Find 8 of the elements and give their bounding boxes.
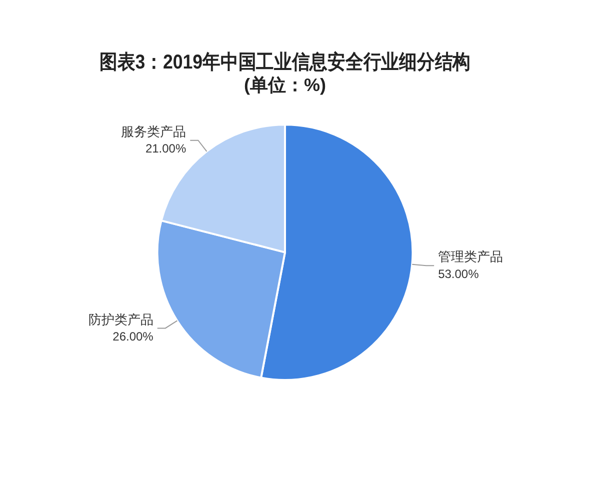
- data-label: 53.00%: [438, 266, 480, 281]
- slice-label: 防护类产品: [88, 312, 154, 327]
- data-label: 21.00%: [145, 142, 186, 156]
- slice-label: 管理类产品: [438, 249, 504, 264]
- data-label: 26.00%: [112, 330, 154, 344]
- chart-subtitle: (单位：%): [244, 74, 326, 95]
- chart-title: 图表3：2019年中国工业信息安全行业细分结构: [99, 50, 471, 74]
- slice-label: 服务类产品: [121, 124, 186, 139]
